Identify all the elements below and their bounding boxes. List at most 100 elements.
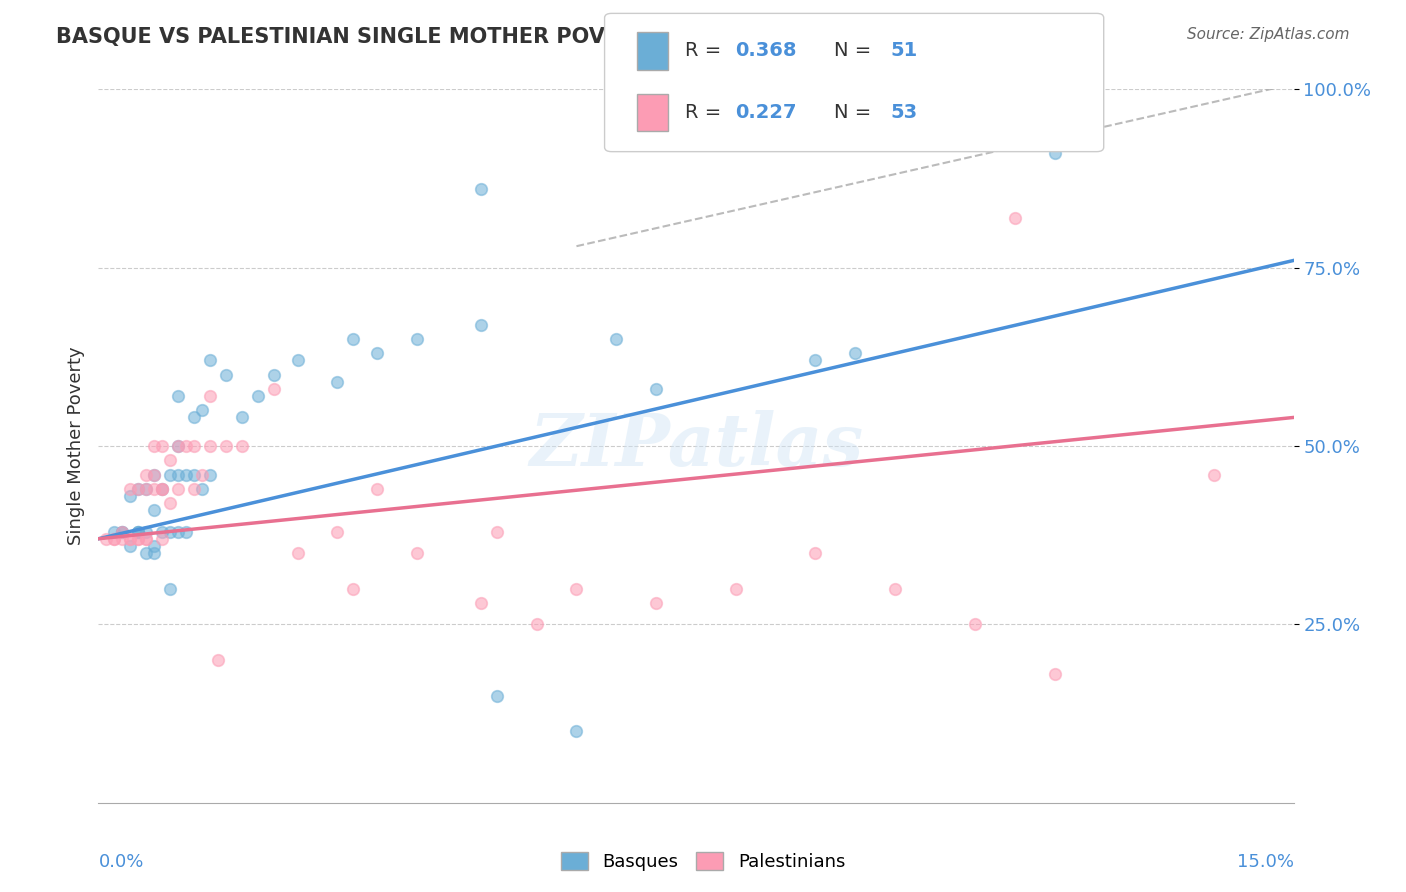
Point — [167, 439, 190, 453]
Point — [143, 467, 166, 482]
Point — [103, 532, 125, 546]
Point — [183, 439, 205, 453]
Point — [198, 353, 221, 368]
Point — [150, 532, 173, 546]
Point — [526, 617, 548, 632]
Point — [120, 482, 142, 496]
Point — [342, 582, 364, 596]
Point — [844, 346, 866, 360]
Point — [127, 524, 149, 539]
Point — [406, 332, 429, 346]
Point — [183, 467, 205, 482]
Point — [150, 482, 173, 496]
Point — [143, 467, 166, 482]
Point — [198, 439, 221, 453]
Point — [485, 689, 508, 703]
Point — [127, 482, 149, 496]
Point — [120, 539, 142, 553]
Text: ZIPatlas: ZIPatlas — [529, 410, 863, 482]
Point — [287, 353, 309, 368]
Point — [111, 524, 134, 539]
Point — [198, 467, 221, 482]
Point — [150, 524, 173, 539]
Point — [470, 318, 492, 332]
Point — [167, 389, 190, 403]
Point — [135, 532, 157, 546]
Text: 0.368: 0.368 — [735, 41, 797, 61]
Point — [103, 524, 125, 539]
Point — [605, 332, 627, 346]
Point — [135, 482, 157, 496]
Point — [167, 482, 190, 496]
Point — [645, 382, 668, 396]
Point — [159, 524, 181, 539]
Point — [135, 482, 157, 496]
Point — [174, 467, 197, 482]
Text: 51: 51 — [890, 41, 917, 61]
Point — [127, 532, 149, 546]
Point — [159, 496, 181, 510]
Text: N =: N = — [834, 103, 877, 122]
Text: N =: N = — [834, 41, 877, 61]
Point — [215, 439, 238, 453]
Point — [191, 482, 214, 496]
Point — [120, 489, 142, 503]
Point — [127, 524, 149, 539]
Point — [120, 532, 142, 546]
Point — [111, 532, 134, 546]
Text: 0.0%: 0.0% — [98, 853, 143, 871]
Point — [804, 353, 827, 368]
Point — [103, 532, 125, 546]
Point — [366, 482, 388, 496]
Point — [1202, 467, 1225, 482]
Point — [167, 524, 190, 539]
Point — [143, 539, 166, 553]
Point — [724, 582, 747, 596]
Point — [470, 182, 492, 196]
Point — [127, 532, 149, 546]
Point — [167, 467, 190, 482]
Point — [174, 524, 197, 539]
Point — [183, 482, 205, 496]
Legend: Basques, Palestinians: Basques, Palestinians — [554, 845, 852, 879]
Point — [135, 532, 157, 546]
Point — [198, 389, 221, 403]
Text: R =: R = — [685, 41, 727, 61]
Point — [884, 582, 907, 596]
Text: 0.227: 0.227 — [735, 103, 797, 122]
Text: R =: R = — [685, 103, 727, 122]
Point — [143, 503, 166, 517]
Point — [485, 524, 508, 539]
Point — [645, 596, 668, 610]
Point — [342, 332, 364, 346]
Point — [167, 439, 190, 453]
Point — [263, 382, 285, 396]
Point — [1004, 211, 1026, 225]
Point — [120, 532, 142, 546]
Point — [150, 482, 173, 496]
Point — [135, 546, 157, 560]
Point — [191, 467, 214, 482]
Point — [231, 439, 253, 453]
Point — [215, 368, 238, 382]
Point — [150, 482, 173, 496]
Point — [1043, 667, 1066, 681]
Point — [159, 582, 181, 596]
Point — [963, 617, 986, 632]
Point — [127, 482, 149, 496]
Y-axis label: Single Mother Poverty: Single Mother Poverty — [66, 347, 84, 545]
Point — [174, 439, 197, 453]
Point — [263, 368, 285, 382]
Point — [1043, 146, 1066, 161]
Point — [191, 403, 214, 417]
Point — [96, 532, 118, 546]
Point — [159, 467, 181, 482]
Point — [143, 546, 166, 560]
Text: 15.0%: 15.0% — [1236, 853, 1294, 871]
Point — [287, 546, 309, 560]
Point — [366, 346, 388, 360]
Point — [183, 410, 205, 425]
Point — [326, 375, 349, 389]
Point — [143, 439, 166, 453]
Point — [207, 653, 229, 667]
